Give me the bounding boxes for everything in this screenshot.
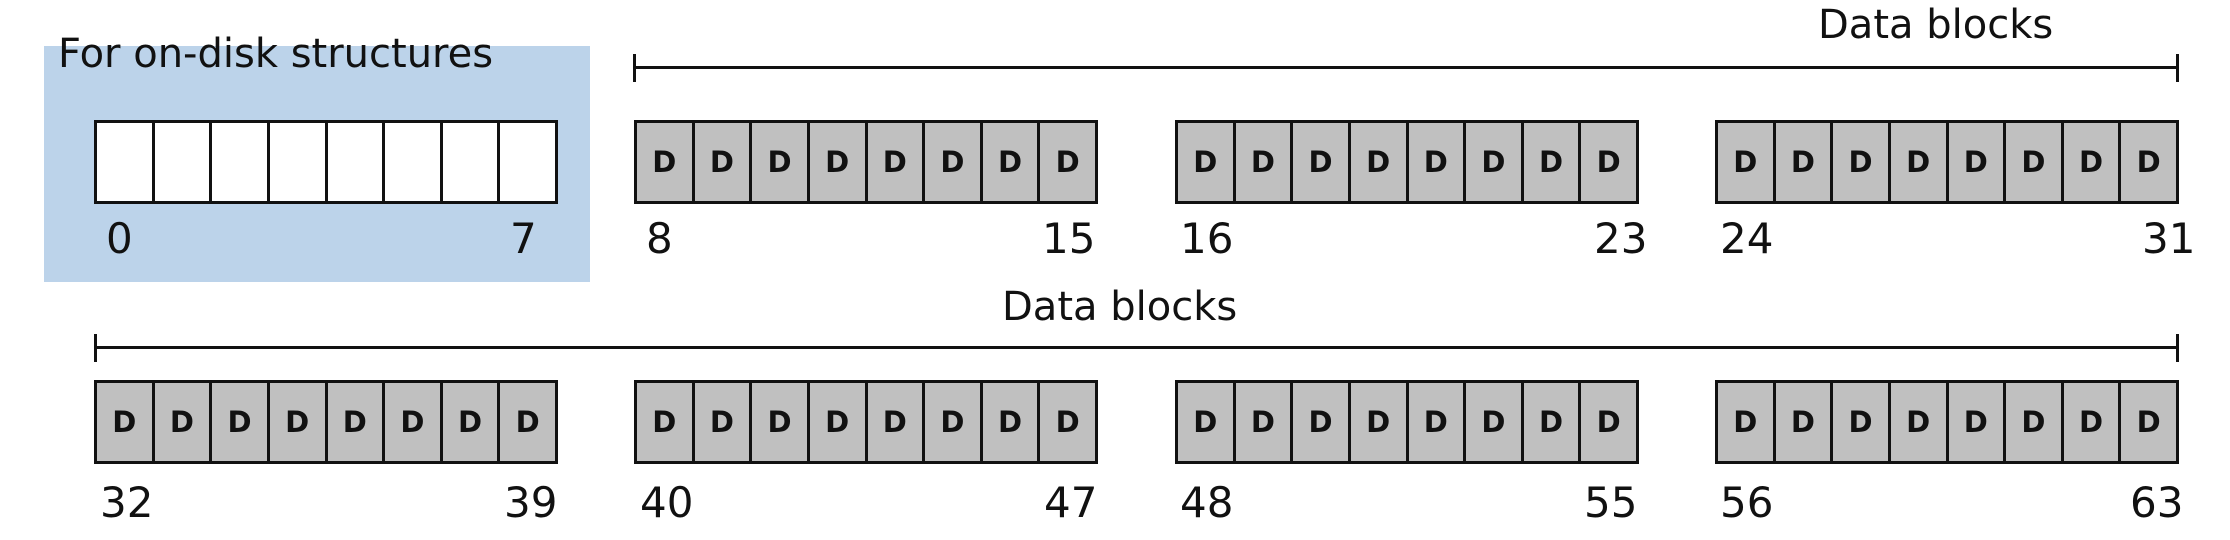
data-block-cell: D — [2063, 383, 2122, 461]
data-blocks-bracket-top — [633, 54, 2179, 82]
data-block-cell: D — [1408, 123, 1467, 201]
block-cell — [442, 123, 501, 201]
data-block-cell: D — [1948, 123, 2007, 201]
data-block-cell: D — [694, 383, 753, 461]
data-block-cell: D — [809, 123, 868, 201]
data-block-cell: D — [752, 123, 810, 201]
data-blocks-label-top: Data blocks — [1818, 2, 2054, 48]
block-number-end: 15 — [1042, 214, 1096, 263]
block-cell — [269, 123, 328, 201]
data-block-cell: D — [1178, 383, 1236, 461]
block-group-8-15: D D D D D D D D — [634, 120, 1098, 204]
block-group-56-63: D D D D D D D D — [1715, 380, 2179, 464]
data-block-cell: D — [925, 383, 983, 461]
data-block-cell: D — [1293, 383, 1351, 461]
on-disk-structures-label: For on-disk structures — [58, 31, 494, 77]
data-block-cell: D — [1293, 123, 1351, 201]
data-block-cell: D — [1040, 123, 1095, 201]
data-block-cell: D — [1523, 383, 1582, 461]
block-cell — [212, 123, 270, 201]
block-number-end: 39 — [504, 478, 558, 527]
data-block-cell: D — [925, 123, 983, 201]
block-number-start: 40 — [640, 478, 694, 527]
block-group-32-39: D D D D D D D D — [94, 380, 558, 464]
data-block-cell: D — [1833, 383, 1891, 461]
data-block-cell: D — [2006, 383, 2064, 461]
data-block-cell: D — [752, 383, 810, 461]
block-number-start: 32 — [100, 478, 154, 527]
data-block-cell: D — [1523, 123, 1582, 201]
data-block-cell: D — [1235, 123, 1294, 201]
block-group-0-7 — [94, 120, 558, 204]
data-block-cell: D — [269, 383, 328, 461]
data-block-cell: D — [212, 383, 270, 461]
block-group-40-47: D D D D D D D D — [634, 380, 1098, 464]
data-block-cell: D — [1408, 383, 1467, 461]
data-blocks-label-bottom: Data blocks — [1002, 284, 1238, 330]
data-block-cell: D — [982, 383, 1041, 461]
block-number-start: 8 — [646, 214, 673, 263]
data-block-cell: D — [1890, 383, 1949, 461]
data-block-cell: D — [442, 383, 501, 461]
block-number-end: 23 — [1594, 214, 1648, 263]
data-block-cell: D — [1775, 123, 1834, 201]
block-group-16-23: D D D D D D D D — [1175, 120, 1639, 204]
data-block-cell: D — [2063, 123, 2122, 201]
data-block-cell: D — [1718, 383, 1776, 461]
data-block-cell: D — [1466, 383, 1524, 461]
block-cell — [500, 123, 555, 201]
data-block-cell: D — [97, 383, 155, 461]
data-block-cell: D — [694, 123, 753, 201]
block-number-end: 7 — [510, 214, 537, 263]
data-block-cell: D — [1718, 123, 1776, 201]
data-block-cell: D — [327, 383, 386, 461]
data-block-cell: D — [2006, 123, 2064, 201]
data-block-cell: D — [385, 383, 443, 461]
data-block-cell: D — [2121, 123, 2176, 201]
block-cell — [97, 123, 155, 201]
block-group-48-55: D D D D D D D D — [1175, 380, 1639, 464]
data-block-cell: D — [867, 123, 926, 201]
data-block-cell: D — [1235, 383, 1294, 461]
data-block-cell: D — [867, 383, 926, 461]
block-number-end: 63 — [2130, 478, 2184, 527]
data-block-cell: D — [500, 383, 555, 461]
data-block-cell: D — [1040, 383, 1095, 461]
data-block-cell: D — [982, 123, 1041, 201]
data-block-cell: D — [1581, 123, 1636, 201]
block-group-24-31: D D D D D D D D — [1715, 120, 2179, 204]
data-block-cell: D — [1833, 123, 1891, 201]
data-block-cell: D — [637, 383, 695, 461]
data-block-cell: D — [637, 123, 695, 201]
data-block-cell: D — [154, 383, 213, 461]
block-number-start: 24 — [1720, 214, 1774, 263]
block-cell — [385, 123, 443, 201]
data-block-cell: D — [1775, 383, 1834, 461]
data-block-cell: D — [1581, 383, 1636, 461]
data-block-cell: D — [1466, 123, 1524, 201]
block-number-end: 47 — [1044, 478, 1098, 527]
block-number-end: 31 — [2142, 214, 2196, 263]
data-block-cell: D — [809, 383, 868, 461]
block-cell — [154, 123, 213, 201]
data-block-cell: D — [1350, 123, 1409, 201]
data-block-cell: D — [1948, 383, 2007, 461]
block-number-start: 16 — [1180, 214, 1234, 263]
data-block-cell: D — [2121, 383, 2176, 461]
data-blocks-bracket-bottom — [94, 334, 2179, 362]
data-block-cell: D — [1178, 123, 1236, 201]
block-number-start: 56 — [1720, 478, 1774, 527]
block-number-start: 0 — [106, 214, 133, 263]
data-block-cell: D — [1350, 383, 1409, 461]
data-block-cell: D — [1890, 123, 1949, 201]
block-number-start: 48 — [1180, 478, 1234, 527]
block-number-end: 55 — [1584, 478, 1638, 527]
block-cell — [327, 123, 386, 201]
